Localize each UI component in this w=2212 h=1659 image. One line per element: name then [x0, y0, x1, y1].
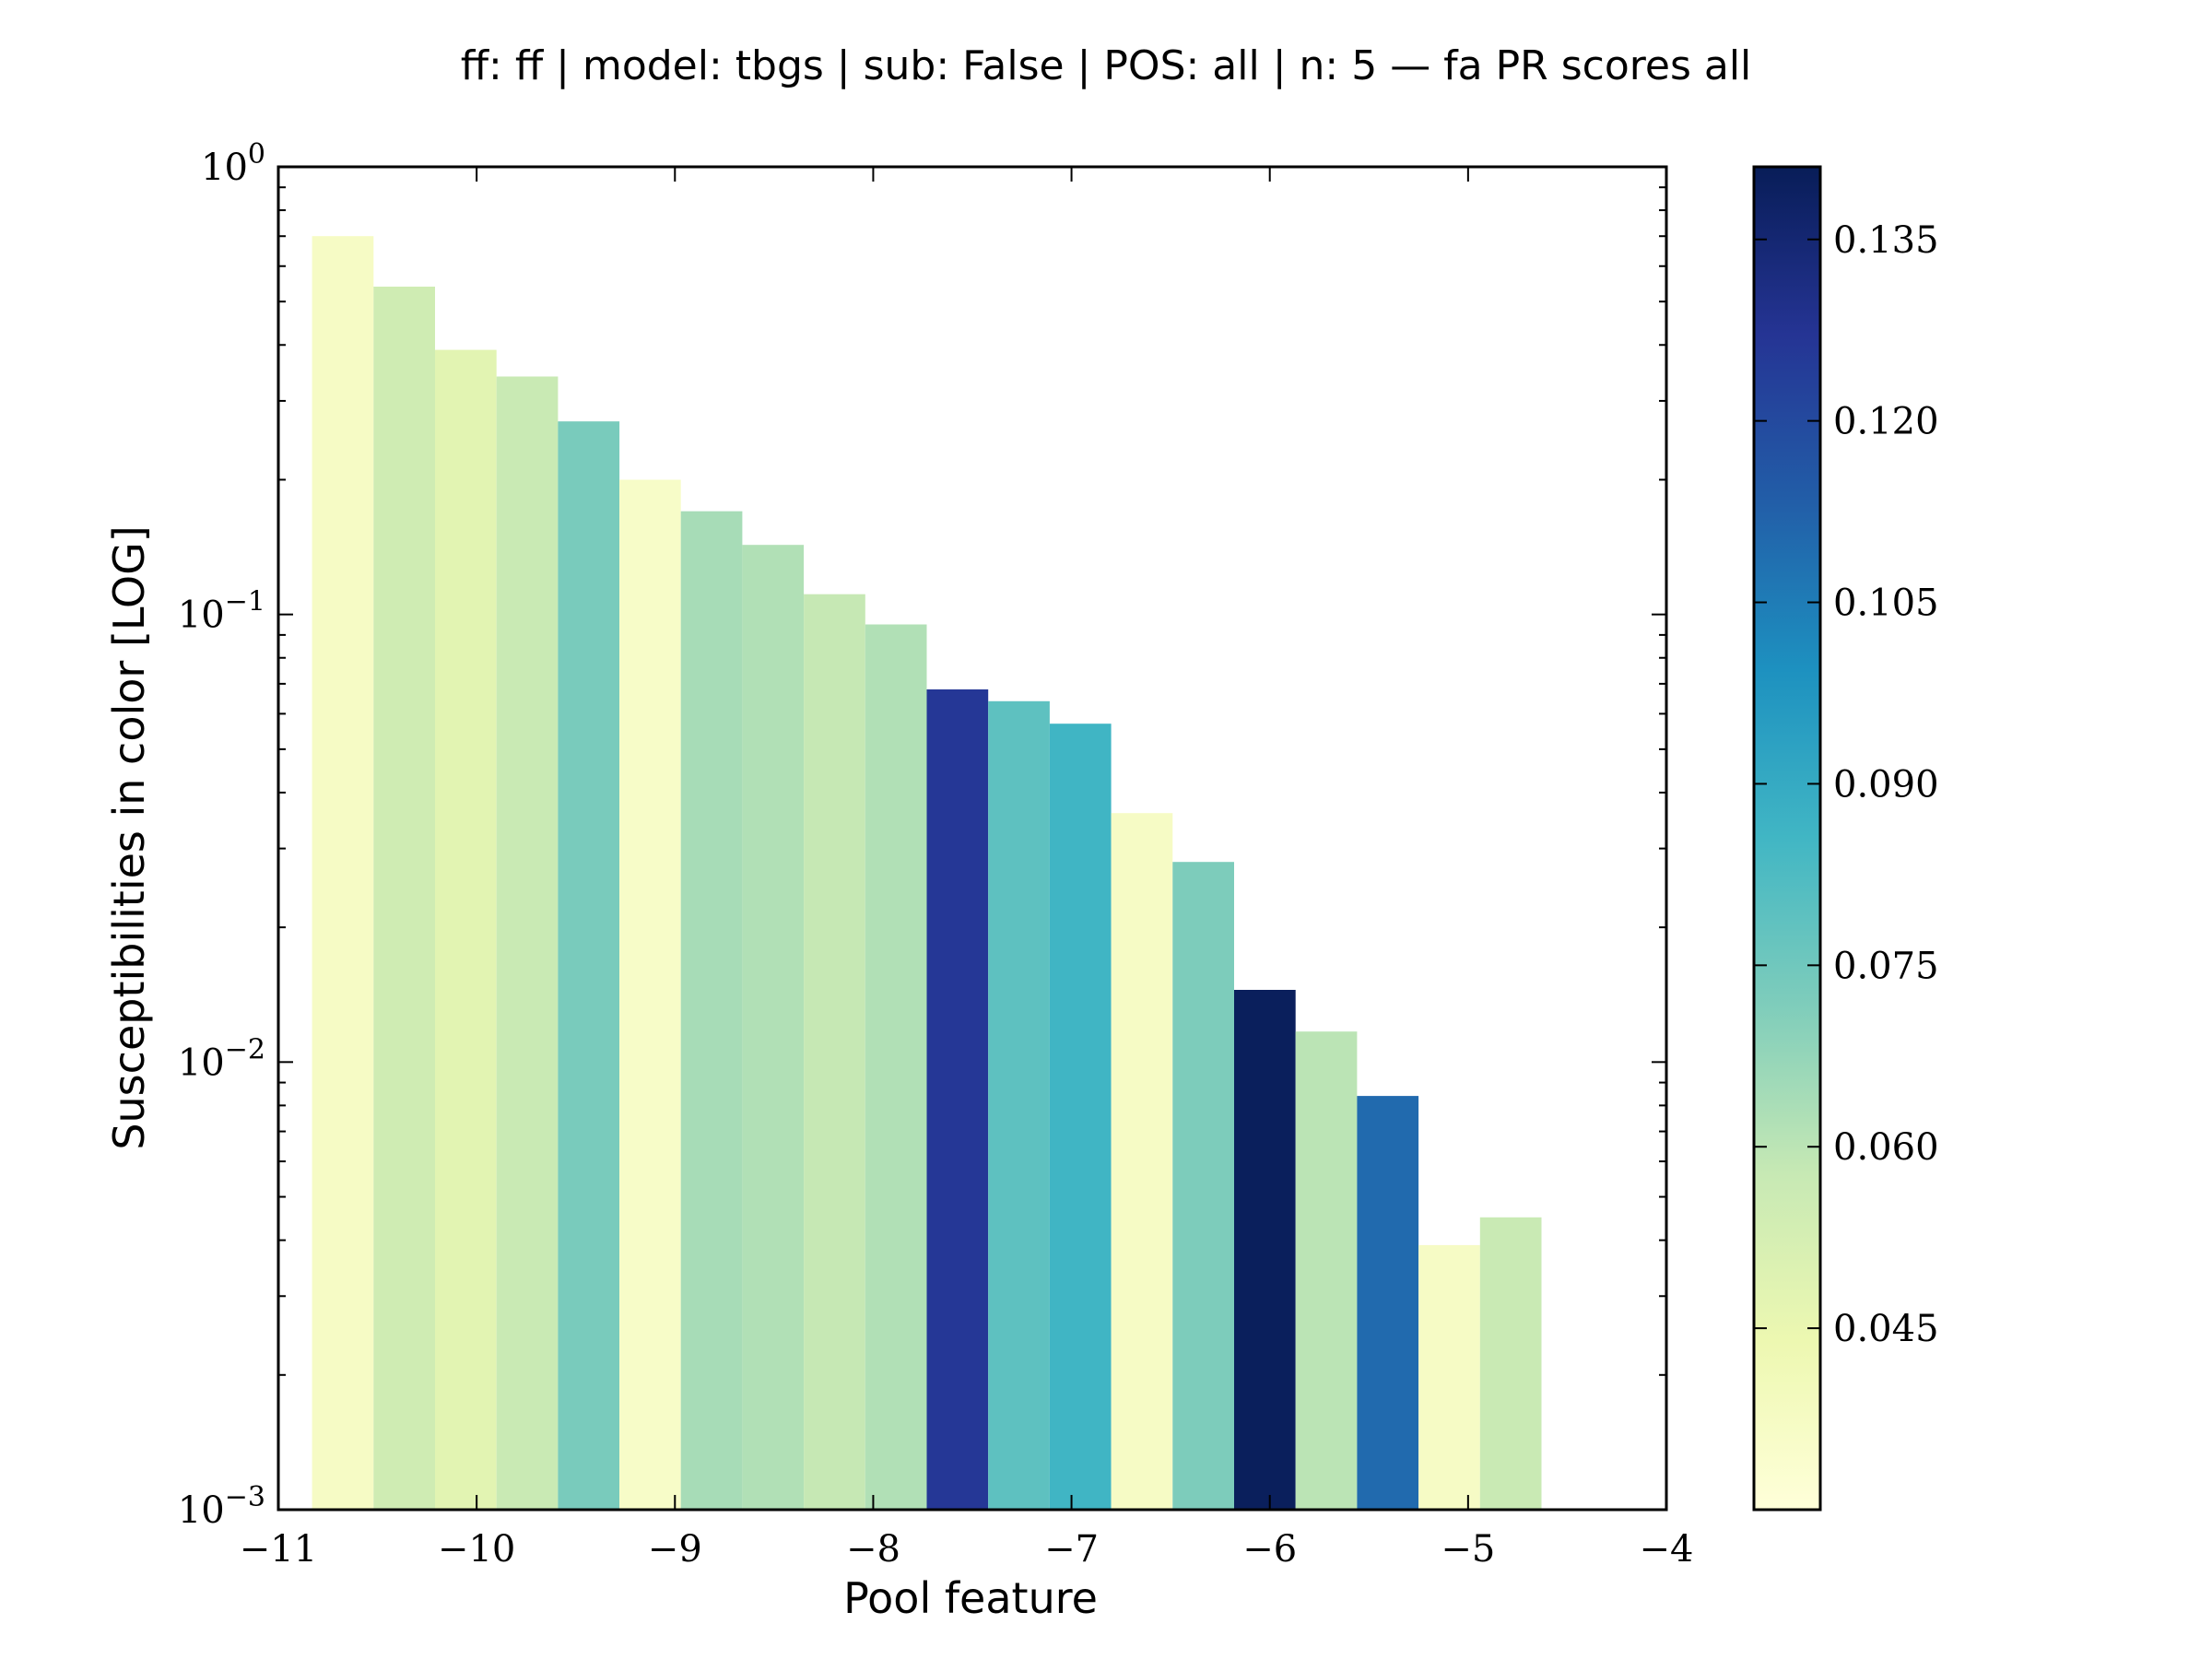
colorbar-gradient — [1754, 167, 1820, 1510]
x-tick-label: −8 — [846, 1528, 900, 1571]
bar-3 — [496, 376, 559, 1510]
bars-group — [312, 236, 1542, 1511]
bar-19 — [1479, 1217, 1542, 1510]
colorbar-ticks: 0.045 0.060 0.075 0.090 0.105 0.120 0.135 — [1754, 219, 1939, 1350]
bar-7 — [742, 545, 805, 1511]
bar-5 — [619, 479, 681, 1510]
bar-8 — [804, 594, 865, 1510]
bar-17 — [1357, 1096, 1419, 1510]
colorbar-tick-label: 0.105 — [1833, 582, 1939, 625]
y-tick-label: 10−2 — [178, 1033, 265, 1084]
colorbar-tick-label: 0.075 — [1833, 945, 1939, 987]
colorbar-frame — [1752, 165, 1822, 1512]
colorbar-tick-label: 0.090 — [1833, 763, 1939, 806]
bar-18 — [1418, 1244, 1480, 1510]
colorbar-tick-label: 0.045 — [1833, 1308, 1939, 1350]
x-axis-label: Pool feature — [843, 1573, 1098, 1623]
bar-2 — [435, 349, 497, 1511]
bar-11 — [988, 700, 1050, 1510]
colorbar-tick-label: 0.120 — [1833, 401, 1939, 443]
bar-1 — [373, 287, 435, 1510]
y-tick-label: 100 — [201, 138, 265, 189]
bar-15 — [1234, 990, 1296, 1510]
bar-10 — [926, 689, 989, 1510]
chart-title: ff: ff | model: tbgs | sub: False | POS:… — [461, 42, 1752, 89]
bar-12 — [1049, 724, 1112, 1510]
bar-16 — [1295, 1031, 1358, 1510]
x-tick-label: −10 — [438, 1528, 515, 1571]
colorbar-tick-label: 0.135 — [1833, 219, 1939, 262]
x-tick-label: −5 — [1441, 1528, 1495, 1571]
x-tick-label: −6 — [1242, 1528, 1297, 1571]
axis-ticks: −11 −10 −9 −8 −7 −6 −5 −4 100 10−1 10−2 10−3 — [178, 138, 1694, 1571]
bar-6 — [680, 511, 743, 1511]
bar-4 — [558, 421, 620, 1511]
x-tick-label: −11 — [240, 1528, 317, 1571]
bar-9 — [865, 624, 927, 1510]
plot-frame — [276, 165, 1668, 1512]
x-tick-label: −9 — [648, 1528, 702, 1571]
y-tick-label: 10−3 — [178, 1481, 265, 1532]
x-tick-label: −7 — [1044, 1528, 1099, 1571]
y-axis-label: Susceptibilities in color [LOG] — [104, 525, 154, 1149]
bar-14 — [1172, 862, 1234, 1510]
y-tick-label: 10−1 — [178, 586, 265, 637]
x-tick-label: −4 — [1640, 1528, 1694, 1571]
colorbar-tick-label: 0.060 — [1833, 1126, 1939, 1169]
bar-13 — [1111, 813, 1173, 1510]
bar-0 — [312, 236, 374, 1511]
